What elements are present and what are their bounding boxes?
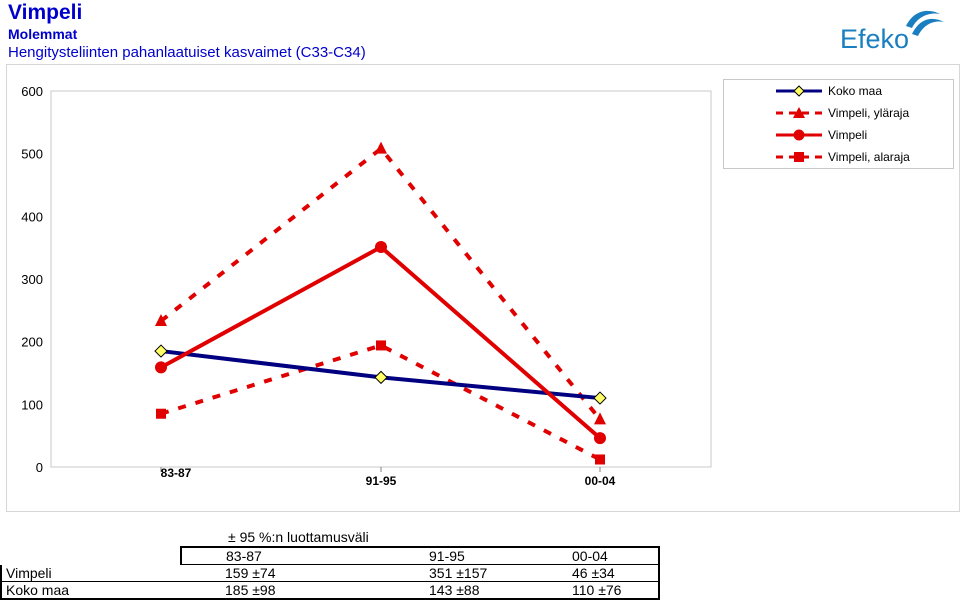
ci-caption: ± 95 %:n luottamusväli (228, 529, 369, 545)
logo-text: Efeko (840, 24, 909, 54)
page-subtitle: Molemmat (8, 26, 78, 42)
y-tick-label: 0 (36, 460, 43, 475)
page-title: Vimpeli (8, 1, 83, 24)
page-description: Hengitysteliinten pahanlaatuiset kasvaim… (8, 44, 366, 61)
legend: Koko maa Vimpeli, yläraja Vimpeli Vimpel… (723, 79, 954, 169)
ci-cell: 351 ±157 (379, 564, 532, 582)
ci-row-koko-maa: Koko maa 185 ±98 143 ±88 110 ±76 (0, 581, 660, 600)
ci-row-label: Vimpeli (0, 564, 181, 582)
data-point-koko-maa (374, 370, 388, 385)
efeko-logo: Efeko (840, 10, 944, 54)
ci-table: 83-87 91-95 00-04 Vimpeli 159 ±74 351 ±1… (0, 546, 660, 600)
legend-item-vimpeli: Vimpeli (724, 124, 953, 146)
y-tick-label: 200 (21, 335, 43, 350)
x-tick-label: 00-04 (585, 474, 616, 488)
y-tick-label: 500 (21, 147, 43, 162)
legend-label: Vimpeli (828, 128, 868, 142)
data-point-ylaraja (375, 141, 387, 154)
logo-swoosh-icon (906, 10, 940, 28)
legend-item-vimpeli-alaraja: Vimpeli, alaraja (724, 146, 953, 168)
series-line-3 (160, 343, 601, 462)
ci-header-cell: 83-87 (180, 546, 379, 565)
data-point-alaraja (156, 408, 166, 419)
data-point-koko-maa (593, 391, 607, 405)
data-point-vimpeli (594, 432, 606, 445)
y-tick-label: 600 (21, 84, 43, 99)
ci-header-cell (1, 547, 181, 565)
data-point-koko-maa (154, 344, 168, 358)
legend-swatch-koko-maa (776, 85, 822, 97)
ci-row-label: Koko maa (0, 581, 181, 600)
ci-cell: 110 ±76 (532, 581, 660, 600)
legend-label: Vimpeli, alaraja (828, 150, 910, 164)
legend-item-koko-maa: Koko maa (724, 80, 953, 102)
series-line-1 (159, 145, 602, 421)
legend-swatch-vimpeli-alaraja (776, 152, 822, 162)
legend-label: Vimpeli, yläraja (828, 106, 910, 120)
ci-header-cell: 91-95 (379, 546, 532, 565)
data-point-alaraja (376, 340, 386, 351)
y-tick-label: 100 (21, 397, 43, 412)
legend-swatch-vimpeli (776, 129, 822, 141)
ci-row-vimpeli: Vimpeli 159 ±74 351 ±157 46 ±34 (0, 564, 660, 582)
data-point-ylaraja (155, 313, 167, 326)
y-tick-label: 400 (21, 209, 43, 224)
ci-cell: 185 ±98 (181, 581, 379, 600)
legend-swatch-vimpeli-ylaraja (776, 107, 822, 118)
y-tick-label: 300 (21, 272, 43, 287)
ci-cell: 159 ±74 (181, 564, 379, 582)
legend-item-vimpeli-ylaraja: Vimpeli, yläraja (724, 102, 953, 124)
x-tick-label: 83-87 (161, 466, 192, 480)
data-point-vimpeli (375, 241, 387, 254)
data-point-alaraja (595, 454, 605, 465)
ci-cell: 46 ±34 (532, 564, 660, 582)
line-chart: 0 100 200 300 400 500 600 83-87 91-95 00-04 (21, 84, 712, 488)
ci-header-cell: 00-04 (532, 546, 660, 565)
ci-header-row: 83-87 91-95 00-04 (1, 546, 660, 565)
x-tick-label: 91-95 (366, 474, 397, 488)
ci-cell: 143 ±88 (379, 581, 532, 600)
chart-frame: 0 100 200 300 400 500 600 83-87 91-95 00-04 Koko … (6, 64, 960, 512)
data-point-vimpeli (155, 361, 167, 374)
legend-label: Koko maa (828, 84, 883, 98)
data-point-ylaraja (594, 412, 606, 425)
